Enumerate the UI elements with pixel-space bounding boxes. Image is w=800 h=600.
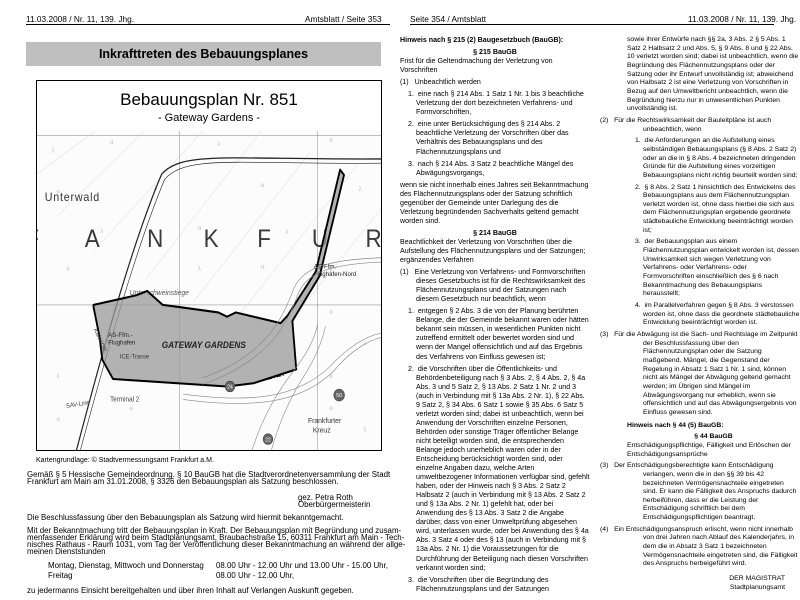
svg-text:Frankfurter: Frankfurter — [308, 417, 342, 425]
svg-text:α: α — [261, 182, 265, 189]
svg-text:α: α — [261, 263, 265, 270]
svg-text:α: α — [329, 405, 333, 412]
svg-text:α: α — [198, 225, 202, 232]
svg-text:24: 24 — [227, 384, 233, 390]
svg-text:α: α — [56, 416, 60, 423]
svg-text:ICE-Trasse: ICE-Trasse — [120, 353, 150, 360]
svg-text:α: α — [329, 373, 333, 380]
svg-text:α: α — [110, 139, 114, 146]
svg-text:22: 22 — [265, 437, 271, 443]
svg-text:α: α — [130, 405, 134, 412]
svg-text:α: α — [66, 265, 70, 272]
svg-text:Terminal 2: Terminal 2 — [110, 396, 139, 403]
svg-text:Flughafen: Flughafen — [108, 339, 136, 346]
svg-text:α: α — [329, 308, 333, 315]
svg-text:AS-Ffm.-: AS-Ffm.- — [108, 332, 132, 339]
svg-text:Kreuz: Kreuz — [313, 426, 331, 434]
svg-text:α: α — [329, 137, 333, 144]
svg-text:50: 50 — [336, 393, 342, 399]
svg-text:Unterwald: Unterwald — [45, 191, 100, 204]
svg-text:GATEWAY GARDENS: GATEWAY GARDENS — [162, 339, 246, 349]
svg-text:Flughafen-Nord: Flughafen-Nord — [314, 271, 357, 278]
